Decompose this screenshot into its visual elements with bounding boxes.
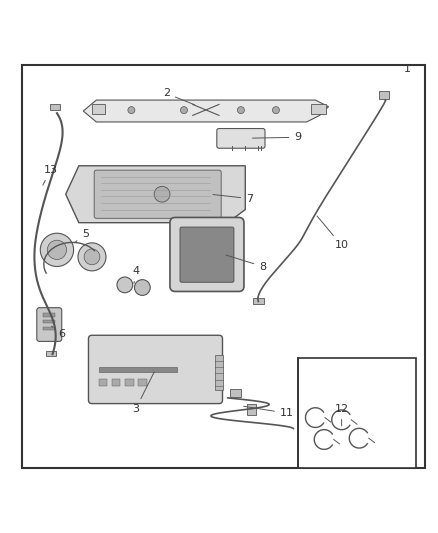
Bar [46, 351, 56, 356]
Bar [311, 104, 326, 114]
Bar [99, 367, 177, 372]
Bar [50, 104, 60, 110]
Bar [230, 389, 241, 397]
Text: 5: 5 [74, 229, 89, 243]
Circle shape [154, 187, 170, 202]
FancyBboxPatch shape [170, 217, 244, 292]
Text: 7: 7 [213, 193, 253, 204]
Bar [215, 355, 223, 390]
Circle shape [78, 243, 106, 271]
Bar [253, 298, 264, 304]
Bar [43, 313, 55, 317]
Bar [112, 379, 120, 386]
Text: 12: 12 [335, 404, 349, 426]
Bar [43, 320, 55, 324]
Bar [99, 379, 107, 386]
Circle shape [40, 233, 74, 266]
FancyBboxPatch shape [94, 170, 221, 219]
Circle shape [180, 107, 187, 114]
Text: 4: 4 [132, 266, 139, 284]
FancyBboxPatch shape [217, 128, 265, 148]
Text: 8: 8 [226, 255, 266, 271]
Text: 13: 13 [43, 165, 57, 185]
Polygon shape [66, 166, 245, 223]
Text: 11: 11 [244, 406, 294, 418]
Bar [43, 327, 55, 330]
Text: 9: 9 [252, 132, 301, 142]
Circle shape [84, 249, 100, 265]
Bar [298, 359, 416, 468]
Text: 3: 3 [132, 372, 154, 414]
Bar [125, 379, 134, 386]
Bar [92, 104, 105, 114]
Bar [138, 379, 147, 386]
Text: 2: 2 [163, 88, 194, 104]
FancyBboxPatch shape [180, 227, 234, 282]
Text: 10: 10 [317, 216, 349, 251]
Text: 1: 1 [404, 64, 411, 75]
Circle shape [128, 107, 135, 114]
Circle shape [237, 107, 244, 114]
Bar [379, 91, 389, 99]
Circle shape [117, 277, 133, 293]
Circle shape [272, 107, 279, 114]
Polygon shape [83, 100, 328, 122]
Bar [247, 403, 256, 415]
FancyBboxPatch shape [37, 308, 62, 342]
Circle shape [134, 280, 150, 295]
Text: 6: 6 [52, 326, 65, 340]
Circle shape [47, 240, 67, 260]
FancyBboxPatch shape [88, 335, 223, 403]
